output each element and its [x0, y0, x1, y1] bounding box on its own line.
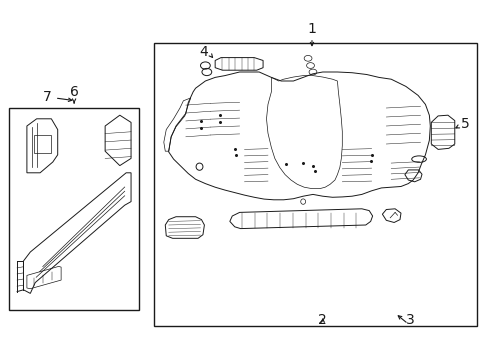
Text: 7: 7: [42, 90, 51, 104]
Bar: [154, 43, 476, 326]
Text: 1: 1: [307, 22, 316, 36]
Text: 4: 4: [199, 45, 207, 59]
Text: 2: 2: [318, 313, 326, 327]
Bar: [9, 108, 139, 310]
Text: 5: 5: [460, 117, 468, 131]
Text: 6: 6: [69, 85, 79, 99]
Text: 3: 3: [406, 313, 414, 327]
